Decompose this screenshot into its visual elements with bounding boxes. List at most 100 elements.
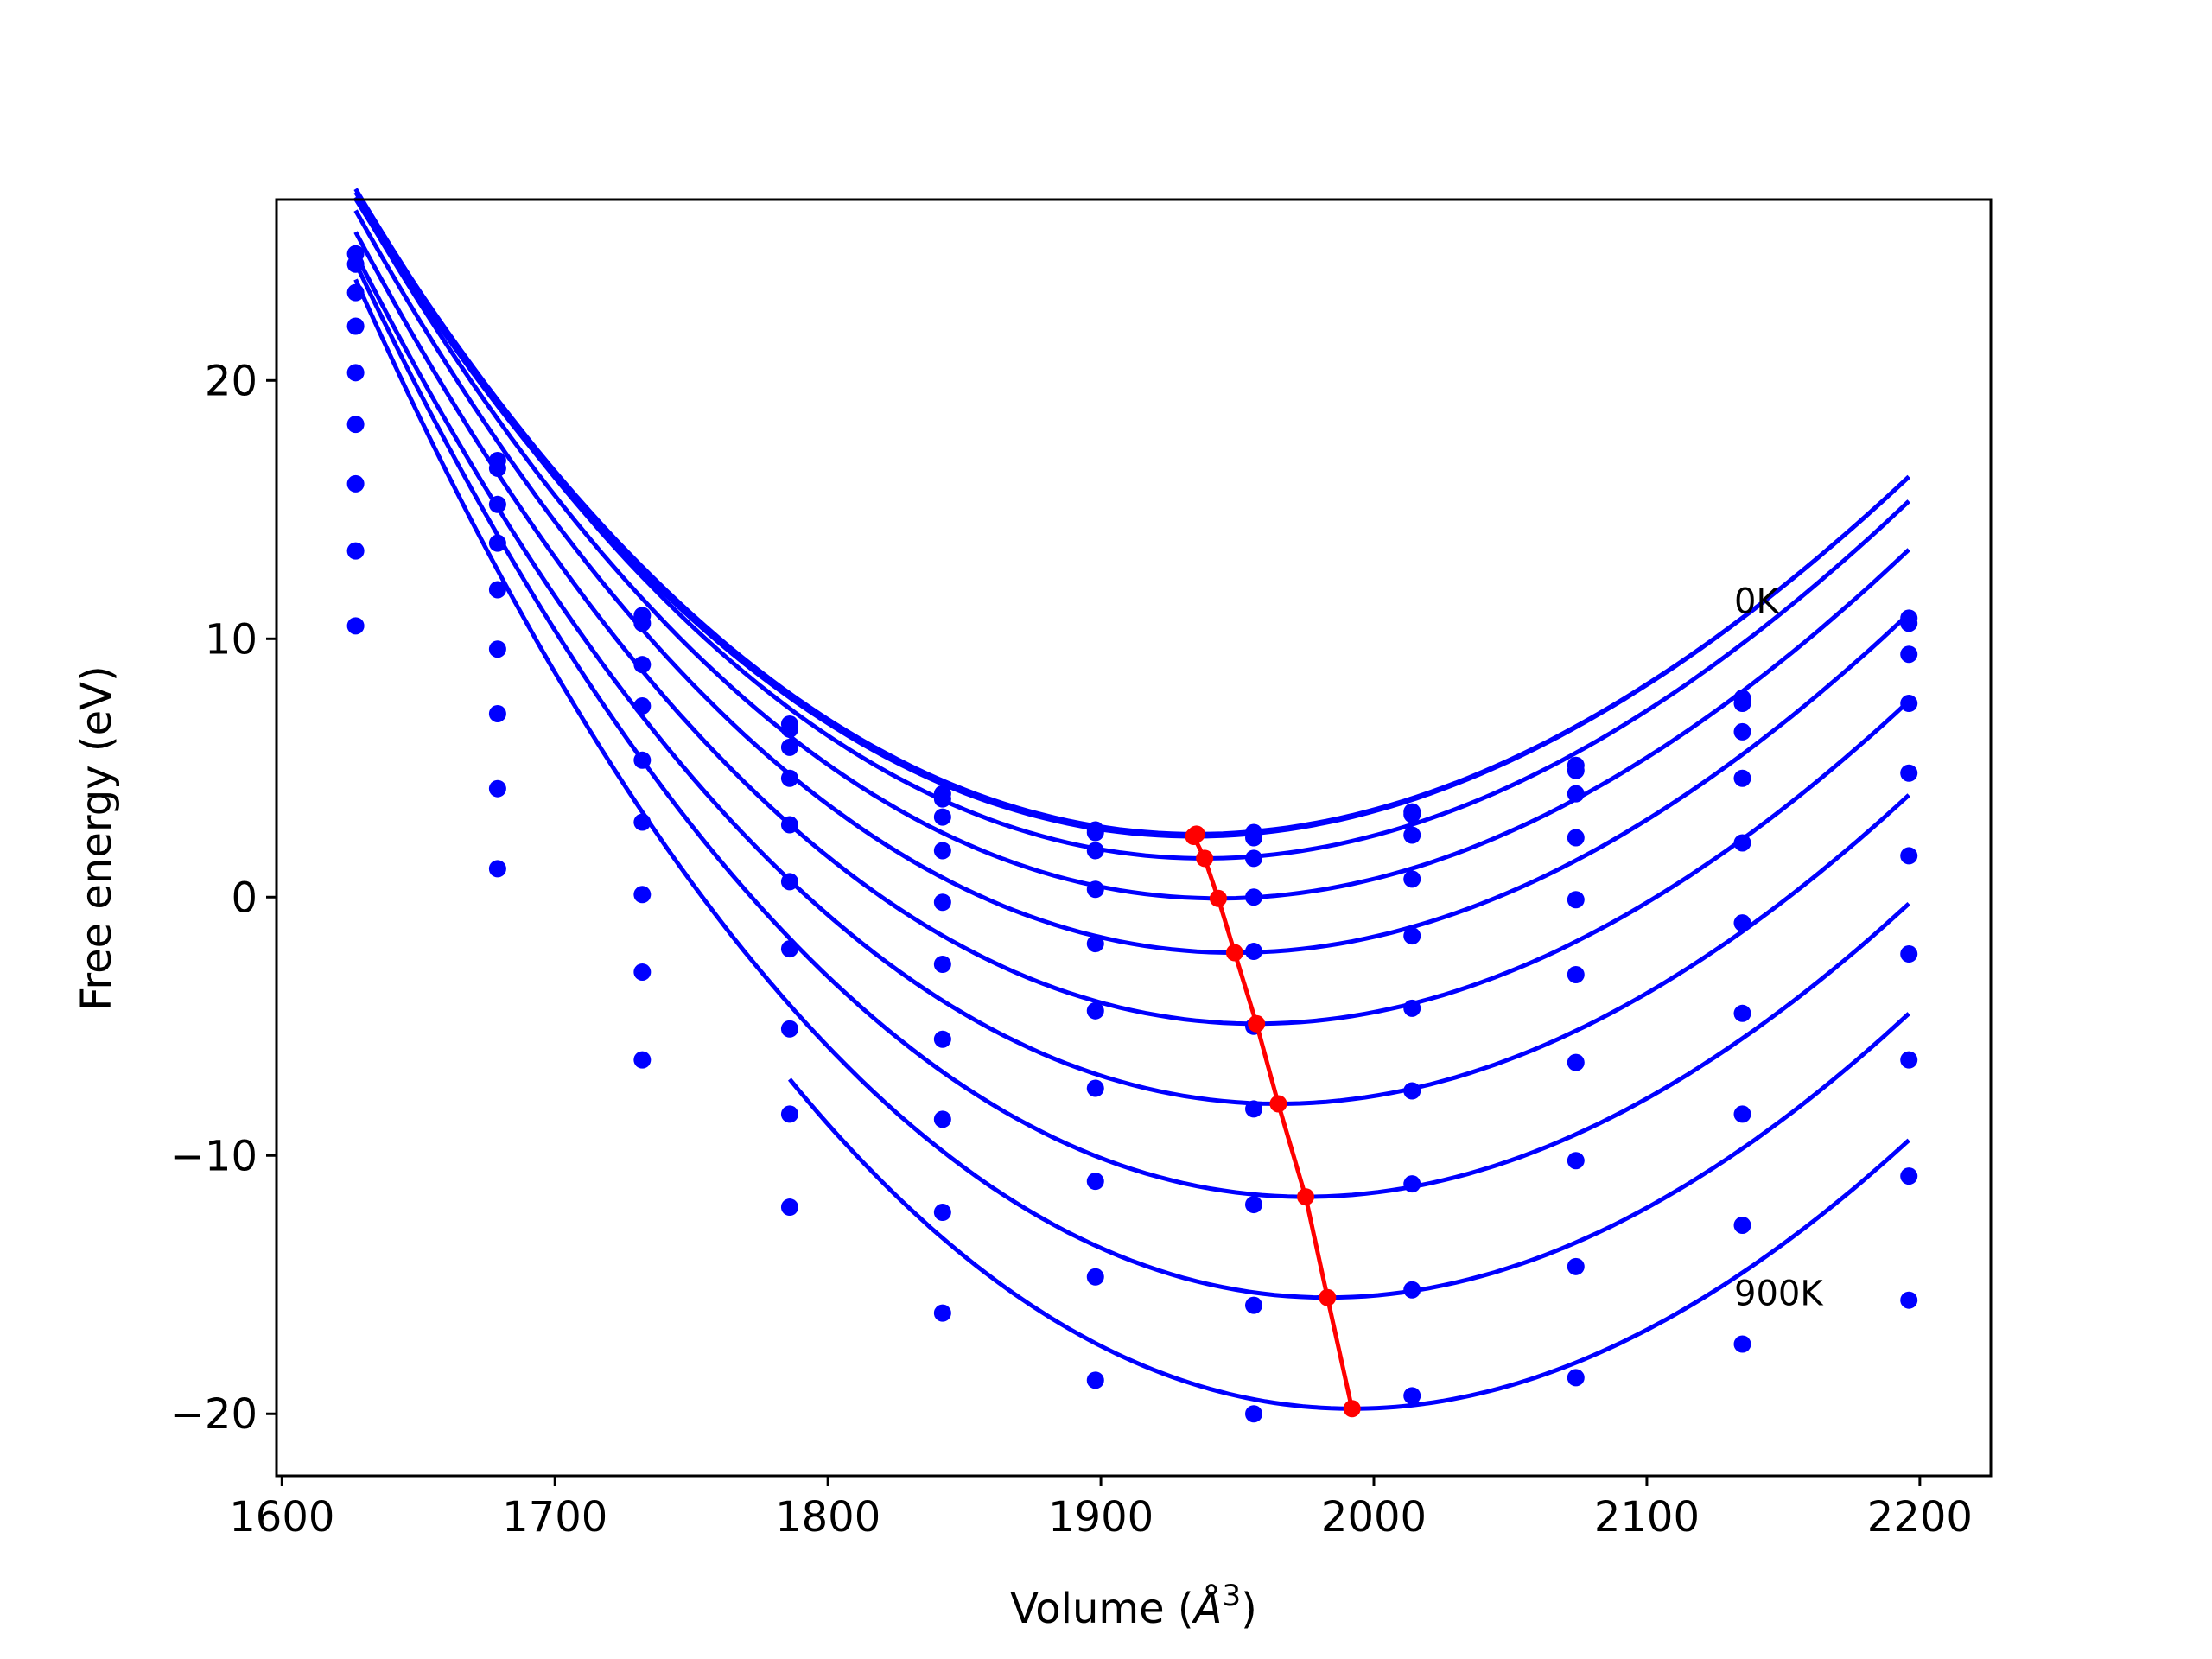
minimum-point — [1343, 1400, 1361, 1418]
data-point — [1403, 1082, 1421, 1100]
y-tick-label: 20 — [205, 357, 257, 405]
data-point — [1900, 1291, 1918, 1309]
data-point — [488, 459, 506, 477]
data-point — [1900, 645, 1918, 664]
data-point — [780, 873, 798, 891]
minimum-point — [1297, 1188, 1315, 1206]
data-point — [633, 614, 652, 632]
data-point — [1086, 880, 1104, 899]
fit-curve-6 — [353, 231, 1910, 1027]
data-point — [933, 842, 951, 860]
data-point — [1567, 785, 1585, 803]
data-point — [1245, 829, 1263, 847]
data-point — [933, 808, 951, 826]
data-point — [1245, 849, 1263, 868]
data-point — [780, 1020, 798, 1038]
data-point — [780, 720, 798, 738]
data-point — [1245, 1296, 1263, 1314]
data-point — [633, 1051, 652, 1069]
data-point — [1900, 1051, 1918, 1069]
data-point — [633, 656, 652, 674]
data-point — [1245, 1100, 1263, 1118]
x-tick-label: 1900 — [1048, 1493, 1154, 1541]
x-tick-label: 2000 — [1321, 1493, 1427, 1541]
data-point — [1567, 761, 1585, 779]
data-point — [1086, 1268, 1104, 1286]
curve-annotation: 900K — [1734, 1274, 1824, 1314]
data-point — [1733, 1335, 1751, 1353]
data-point — [346, 542, 365, 560]
plot-area — [346, 188, 1918, 1423]
data-point — [780, 769, 798, 787]
data-point — [1900, 614, 1918, 632]
data-point — [346, 283, 365, 302]
data-point — [780, 1105, 798, 1123]
fit-curve-2 — [353, 197, 1910, 839]
data-point — [1403, 1387, 1421, 1405]
data-point — [346, 474, 365, 493]
data-point — [933, 1030, 951, 1048]
data-point — [1900, 945, 1918, 963]
x-tick-label: 1600 — [229, 1493, 334, 1541]
data-point — [780, 738, 798, 756]
x-axis-label: Volume (Å3) — [1010, 1579, 1257, 1633]
data-point — [1245, 1196, 1263, 1214]
data-point — [346, 364, 365, 382]
data-point — [1086, 1001, 1104, 1020]
data-point — [1733, 1004, 1751, 1022]
data-point — [933, 1204, 951, 1222]
data-point — [1567, 1257, 1585, 1275]
data-point — [633, 813, 652, 831]
data-point — [1086, 1079, 1104, 1097]
minimum-point — [1248, 1014, 1266, 1033]
data-point — [346, 255, 365, 273]
data-point — [1900, 695, 1918, 713]
axes-frame — [275, 198, 1993, 1478]
data-point — [346, 317, 365, 335]
fit-curve-9 — [353, 278, 1910, 1300]
data-point — [1086, 935, 1104, 953]
data-point — [488, 640, 506, 658]
data-point — [780, 1198, 798, 1217]
data-point — [488, 495, 506, 513]
minimum-point — [1185, 828, 1203, 846]
data-point — [933, 1110, 951, 1128]
data-point — [1403, 826, 1421, 844]
data-point — [488, 704, 506, 722]
data-point — [1733, 769, 1751, 787]
data-point — [780, 816, 798, 834]
data-point — [1733, 695, 1751, 713]
y-axis: −20 −10 0 10 20 — [170, 357, 276, 1439]
data-point — [488, 779, 506, 798]
data-point — [633, 751, 652, 769]
data-point — [1567, 829, 1585, 847]
data-point — [1900, 764, 1918, 782]
x-axis: 1600 1700 1800 1900 2000 2100 2200 — [229, 1476, 1973, 1541]
data-point — [1403, 805, 1421, 823]
minimum-point — [1209, 889, 1227, 907]
y-axis-label: Free energy (eV) — [73, 665, 121, 1010]
data-point — [1567, 891, 1585, 909]
data-point — [488, 581, 506, 599]
x-tick-label: 1800 — [775, 1493, 880, 1541]
curve-annotation: 0K — [1734, 582, 1780, 621]
fit-curve-8 — [353, 262, 1910, 1199]
data-point — [1733, 1216, 1751, 1234]
y-tick-label: 0 — [231, 874, 257, 922]
data-point — [346, 617, 365, 635]
minimum-point — [1319, 1288, 1337, 1306]
data-point — [1733, 914, 1751, 932]
data-point — [1086, 823, 1104, 842]
data-point — [488, 860, 506, 878]
x-tick-label: 2200 — [1867, 1493, 1973, 1541]
data-point — [1245, 943, 1263, 961]
data-point — [1086, 842, 1104, 860]
data-point — [1403, 927, 1421, 945]
fit-curve-3 — [353, 188, 1910, 861]
data-point — [1403, 870, 1421, 888]
data-point — [933, 893, 951, 912]
data-point — [933, 1304, 951, 1322]
data-point — [1900, 847, 1918, 865]
data-point — [1086, 1173, 1104, 1191]
